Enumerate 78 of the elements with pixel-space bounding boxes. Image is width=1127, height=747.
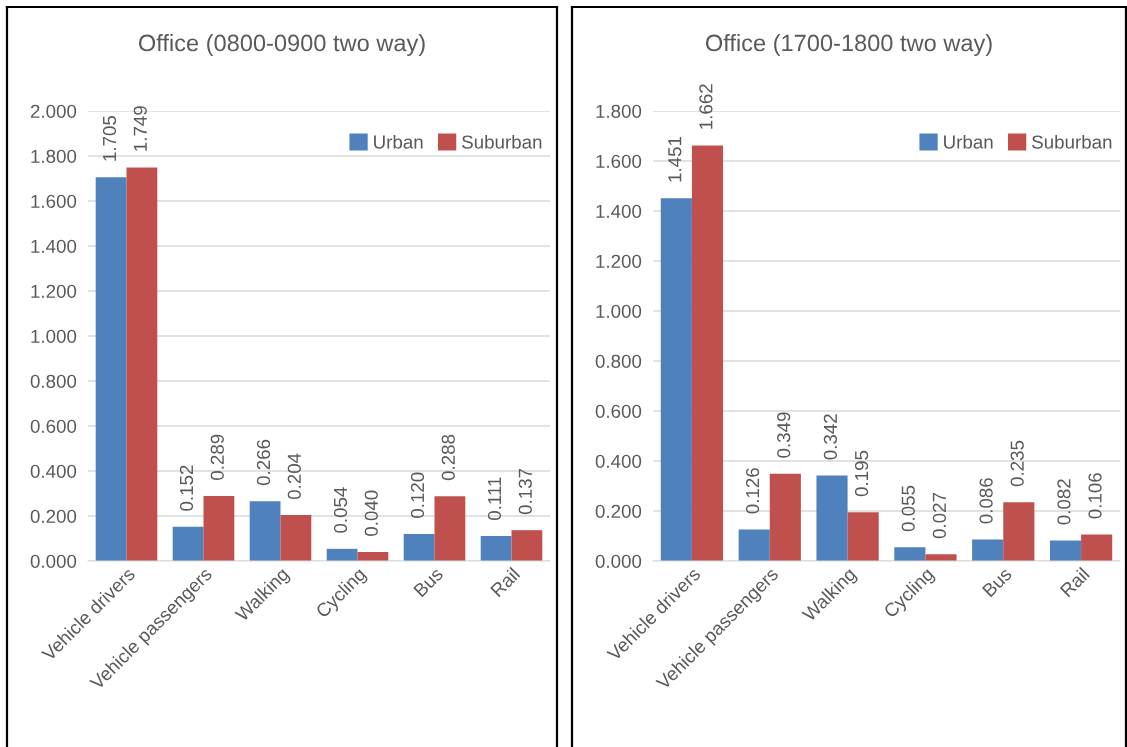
data-label: 0.120 [410,472,425,518]
data-label: 0.086 [979,478,993,524]
y-tick-label: 1.600 [31,194,77,208]
y-tick-label: 0.000 [30,554,77,568]
data-label: 0.288 [441,434,455,481]
bar [972,539,1004,561]
y-tick-label: 1.800 [31,149,77,163]
bar [434,496,466,561]
bar [480,536,512,561]
y-tick-label: 0.600 [30,419,77,433]
bar [769,473,801,561]
data-label: 0.152 [179,465,194,511]
y-tick-label: 1.200 [31,284,77,298]
bar [326,548,358,561]
data-label: 0.111 [487,477,502,521]
data-label: 0.342 [823,414,838,460]
x-tick-label: Rail [489,566,521,598]
bar [816,475,848,561]
data-label: 0.106 [1088,473,1102,519]
data-label: 1.749 [133,106,147,151]
y-tick-label: 1.600 [596,154,642,168]
bar [95,177,127,561]
x-tick-label: Bus [981,566,1013,598]
data-label: 0.027 [932,492,947,539]
x-tick-label: Rail [1059,566,1090,598]
y-tick-label: 0.600 [595,404,642,418]
bar [511,530,543,561]
data-label: 0.126 [745,468,760,514]
bar [1049,540,1082,561]
y-tick-label: 0.200 [30,509,77,523]
y-tick-label: 1.400 [596,204,642,218]
y-tick-label: 0.800 [595,354,642,368]
y-tick-label: 1.200 [596,254,642,268]
legend-label: Urban [374,134,423,149]
data-label: 1.705 [102,115,117,161]
data-label: 0.195 [854,450,869,497]
bar [738,529,770,561]
bar [1003,502,1035,561]
data-label: 1.451 [668,136,682,182]
data-label: 0.289 [210,434,224,480]
bar [172,526,204,561]
data-label: 0.055 [901,485,915,532]
legend-label: Suburban [1032,134,1112,149]
chart-title: Office (0800-0900 two way) [138,34,425,56]
data-label: 0.235 [1010,440,1024,487]
y-tick-label: 0.800 [30,374,77,388]
data-label: 0.349 [777,412,791,458]
y-tick-label: 1.000 [596,304,642,318]
data-label: 0.204 [287,453,301,500]
bar [660,198,692,561]
y-tick-label: 1.400 [31,239,77,253]
legend-label: Suburban [462,134,542,149]
data-label: 0.137 [518,468,532,515]
bar [925,554,957,561]
bar [280,515,312,561]
y-tick-label: 0.000 [595,554,642,568]
data-label: 1.662 [699,84,713,129]
y-tick-label: 2.000 [30,104,77,118]
y-tick-label: 0.200 [595,504,642,518]
bar [126,167,158,561]
legend-label: Urban [944,134,993,149]
y-tick-label: 1.000 [31,329,77,343]
y-tick-label: 1.800 [596,104,642,118]
data-label: 0.054 [333,487,348,533]
bar [203,495,235,561]
data-label: 0.040 [364,490,378,536]
x-tick-label: Bus [413,566,444,598]
bar [894,547,926,561]
bar [1081,534,1113,561]
bar [847,512,879,561]
bar [403,534,435,561]
bar [691,145,724,561]
y-tick-label: 0.400 [30,464,77,478]
chart-title: Office (1700-1800 two way) [705,34,992,56]
bar [249,501,281,561]
y-tick-label: 0.400 [595,454,642,468]
data-label: 0.266 [256,439,271,486]
data-label: 0.082 [1057,479,1071,525]
